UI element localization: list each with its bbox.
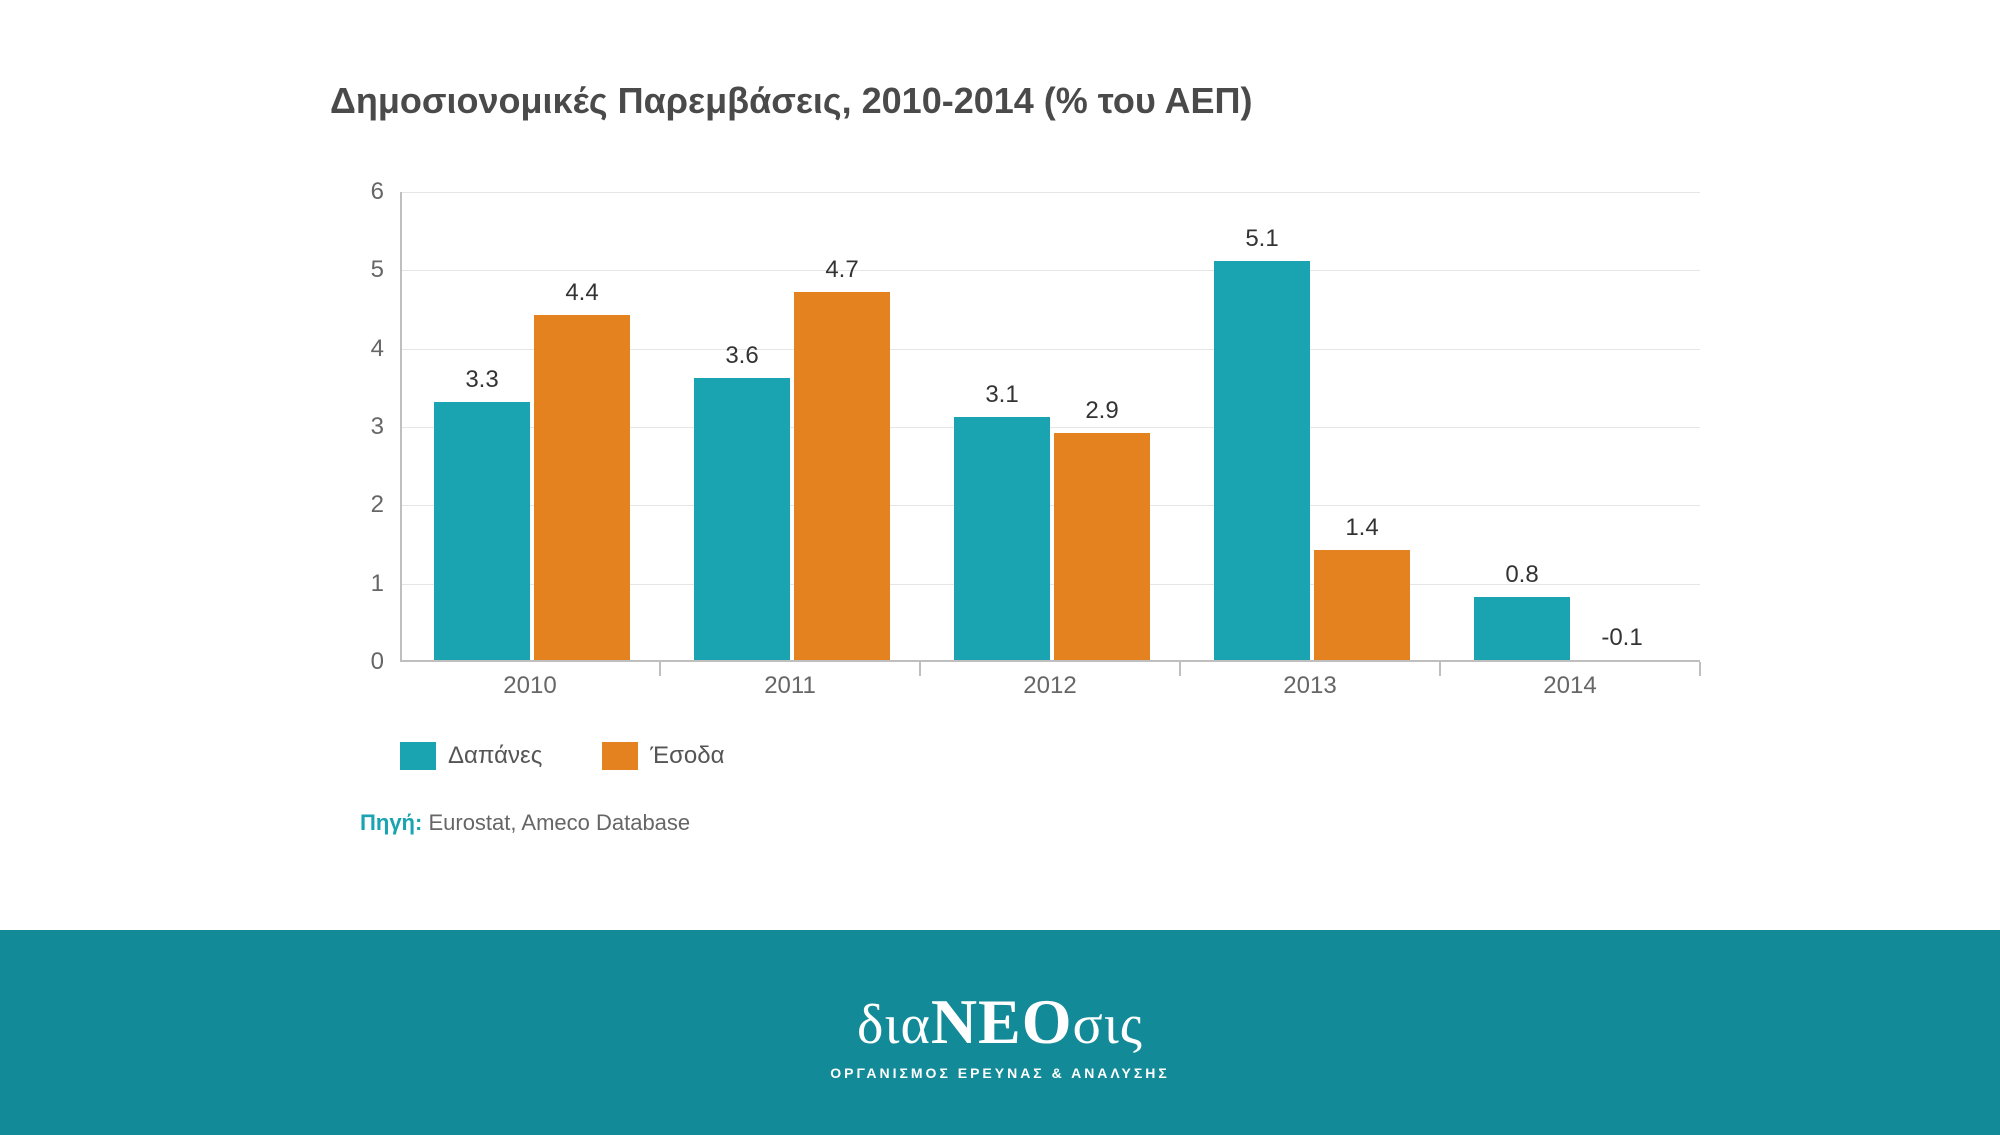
bar: 4.7	[794, 292, 890, 660]
bar-value-label: 4.7	[825, 256, 858, 292]
bar-group: 5.11.4	[1182, 261, 1442, 661]
source-text: Eurostat, Ameco Database	[428, 810, 690, 835]
bar-value-label: 5.1	[1245, 225, 1278, 261]
bar-value-label: 0.8	[1505, 561, 1538, 597]
grid-line	[402, 270, 1700, 271]
source-label: Πηγή:	[360, 810, 422, 835]
bar: 4.4	[534, 315, 630, 660]
legend-swatch	[602, 742, 638, 770]
x-tick-label: 2010	[503, 672, 556, 700]
logo-part-c: σις	[1073, 994, 1143, 1056]
x-tick-mark	[1699, 662, 1701, 676]
legend-swatch	[400, 742, 436, 770]
y-tick-label: 1	[371, 570, 384, 598]
y-tick-label: 3	[371, 413, 384, 441]
bar-value-label: 1.4	[1345, 514, 1378, 550]
y-tick-label: 5	[371, 256, 384, 284]
bar: 1.4	[1314, 550, 1410, 660]
x-tick-mark	[659, 662, 661, 676]
chart-title: Δημοσιονομικές Παρεμβάσεις, 2010-2014 (%…	[330, 80, 1670, 122]
legend-label: Έσοδα	[650, 742, 724, 770]
y-tick-label: 2	[371, 491, 384, 519]
bar-value-label: 4.4	[565, 279, 598, 315]
legend: Δαπάνες Έσοδα	[400, 742, 1670, 770]
bar-value-label: 2.9	[1085, 397, 1118, 433]
y-tick-label: 0	[371, 648, 384, 676]
legend-item: Έσοδα	[602, 742, 724, 770]
bar-group: 0.8 -0.1	[1442, 597, 1702, 660]
x-tick-mark	[1439, 662, 1441, 676]
legend-label: Δαπάνες	[448, 742, 542, 770]
bar-group: 3.34.4	[402, 315, 662, 660]
bar: 5.1	[1214, 261, 1310, 661]
footer-tagline: ΟΡΓΑΝΙΣΜΟΣ ΕΡΕΥΝΑΣ & ΑΝΑΛΥΣΗΣ	[830, 1065, 1169, 1081]
x-axis: 2010 2011 2012 2013 2014	[400, 662, 1700, 702]
bar: 0.8	[1474, 597, 1570, 660]
content-area: Δημοσιονομικές Παρεμβάσεις, 2010-2014 (%…	[0, 0, 1670, 836]
x-tick-label: 2011	[764, 672, 816, 700]
bar: 3.1	[954, 417, 1050, 660]
y-tick-label: 6	[371, 178, 384, 206]
bar: 3.6	[694, 378, 790, 660]
footer-banner: διαΝΕΟσις ΟΡΓΑΝΙΣΜΟΣ ΕΡΕΥΝΑΣ & ΑΝΑΛΥΣΗΣ	[0, 930, 2000, 1135]
logo-part-b: ΝΕΟ	[931, 986, 1073, 1057]
grid-line	[402, 192, 1700, 193]
bar-value-label: 3.1	[985, 381, 1018, 417]
y-tick-label: 4	[371, 335, 384, 363]
bar: 3.3	[434, 402, 530, 661]
bar-group: 3.12.9	[922, 417, 1182, 660]
bar-value-label: 3.6	[725, 342, 758, 378]
y-axis: 0123456	[360, 192, 400, 662]
bar: 2.9	[1054, 433, 1150, 660]
bar-group: 3.64.7	[662, 292, 922, 660]
logo-part-a: δια	[857, 994, 931, 1056]
x-tick-label: 2014	[1543, 672, 1596, 700]
plot-area: 3.34.43.64.73.12.95.11.40.8-0.1	[400, 192, 1700, 662]
bar-value-label: 3.3	[465, 366, 498, 402]
logo: διαΝΕΟσις	[857, 985, 1143, 1059]
source-line: Πηγή: Eurostat, Ameco Database	[360, 810, 1670, 836]
x-tick-mark	[1179, 662, 1181, 676]
x-tick-label: 2013	[1283, 672, 1336, 700]
legend-item: Δαπάνες	[400, 742, 542, 770]
x-tick-label: 2012	[1023, 672, 1076, 700]
chart: 0123456 3.34.43.64.73.12.95.11.40.8-0.1 …	[360, 192, 1700, 662]
x-tick-mark	[919, 662, 921, 676]
bar-value-label: -0.1	[1601, 624, 1642, 660]
